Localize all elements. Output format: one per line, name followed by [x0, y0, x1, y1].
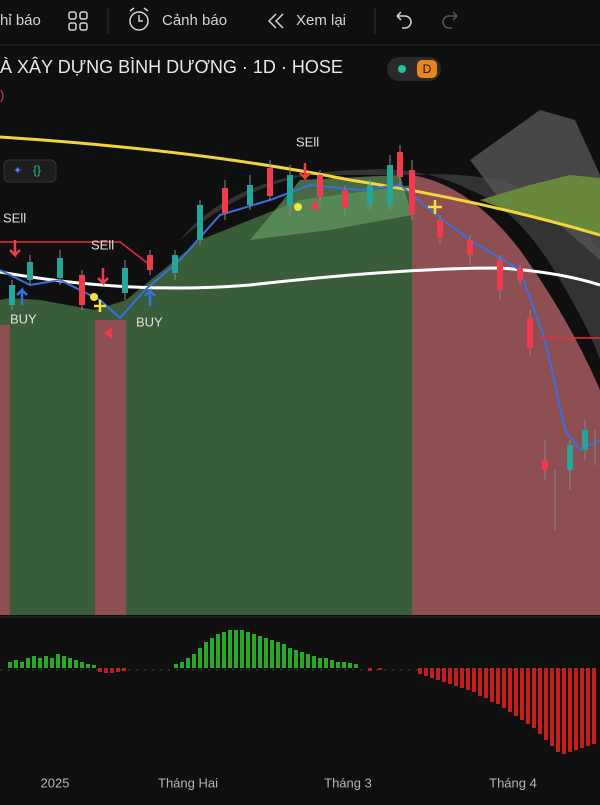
- time-axis: 2025 Tháng Hai Tháng 3 Tháng 4: [41, 775, 537, 790]
- toolbar: hỉ báo Cảnh báo Xem lại: [0, 7, 458, 34]
- replay-icon[interactable]: [267, 13, 284, 29]
- badge: D: [423, 62, 432, 76]
- red-zone: [412, 175, 600, 615]
- ma-line: [0, 266, 600, 290]
- legend-fragment: ): [0, 87, 4, 102]
- alerts-button[interactable]: Cảnh báo: [162, 12, 227, 29]
- x-tick-label: Tháng 3: [324, 775, 372, 790]
- candles: [9, 145, 596, 530]
- x-tick-label: Tháng Hai: [158, 775, 218, 790]
- negative-histogram: [98, 668, 596, 754]
- x-tick-label: 2025: [41, 775, 70, 790]
- positive-histogram: [8, 630, 358, 668]
- alert-icon[interactable]: [129, 7, 149, 31]
- signal-label: SEll: [3, 210, 26, 225]
- up-candles: [9, 165, 588, 470]
- signal-label: BUY: [136, 314, 163, 329]
- indicator-icon: {}: [33, 163, 41, 177]
- indicators-button[interactable]: hỉ báo: [0, 12, 41, 29]
- indicator-badge[interactable]: [3, 159, 57, 183]
- signal-label: SEll: [91, 237, 114, 252]
- chart-pane: SEll SEll SEll BUY BUY ✦ {} À XÂY DỰNG B…: [0, 50, 600, 615]
- down-candles: [79, 152, 548, 470]
- level-line: [0, 241, 600, 339]
- header-bg: [0, 50, 600, 86]
- status-dot: [398, 65, 406, 73]
- layout-icon[interactable]: [68, 11, 88, 31]
- x-tick-label: Tháng 4: [489, 775, 537, 790]
- replay-button[interactable]: Xem lại: [296, 12, 346, 29]
- cloud: [480, 175, 600, 235]
- redo-button[interactable]: [442, 11, 458, 29]
- red-zone: [0, 320, 126, 615]
- symbol-title: À XÂY DỰNG BÌNH DƯƠNG · 1D · HOSE: [0, 57, 343, 77]
- oscillator-pane: [0, 630, 600, 754]
- badge-bg: [417, 60, 437, 78]
- signal-label: SEll: [296, 134, 319, 149]
- undo-button[interactable]: [396, 11, 412, 29]
- indicator-icon: ✦: [13, 165, 22, 177]
- signal-label: BUY: [10, 311, 37, 326]
- signal-markers: [9, 163, 442, 339]
- ma-line: [0, 135, 600, 237]
